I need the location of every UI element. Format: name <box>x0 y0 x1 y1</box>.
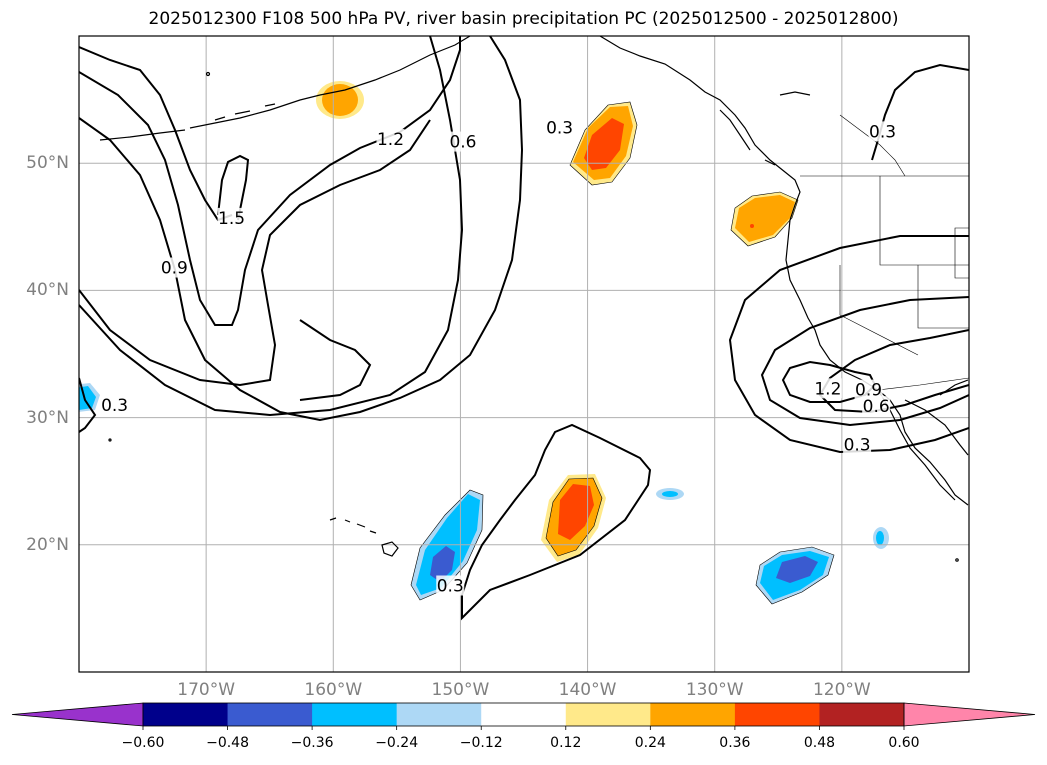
lon-tick-label: 130°W <box>685 680 744 700</box>
pv-contour-label: 1.2 <box>377 130 404 150</box>
contour-label-bg <box>436 575 465 596</box>
pv-contour-label: 0.3 <box>437 577 464 597</box>
colorbar-tick-label: −0.12 <box>459 735 503 751</box>
figure-title: 2025012300 F108 500 hPa PV, river basin … <box>148 9 899 29</box>
pv-contour-label: 0.3 <box>101 396 128 416</box>
colorbar-frame <box>142 702 905 727</box>
lat-tick-label: 40°N <box>26 280 69 301</box>
colorbar-tick-label: −0.36 <box>290 735 334 751</box>
lon-tick-label: 160°W <box>304 680 363 700</box>
colorbar-tick-label: 0.12 <box>550 735 582 751</box>
contour-label-bg <box>217 207 246 228</box>
precip-blob-subtropical-positive <box>541 474 606 562</box>
pv-contour-label: 0.6 <box>863 397 890 417</box>
contour-label-bg <box>843 434 872 455</box>
colorbar-bin <box>143 703 229 726</box>
lon-tick-label: 120°W <box>812 680 871 700</box>
contour-labels: 1.51.20.90.60.30.30.30.31.2 0.90.60.3 <box>100 117 897 597</box>
colorbar-tick-label: −0.60 <box>121 735 165 751</box>
lon-tick-label: 140°W <box>558 680 617 700</box>
precip-blob-west-edge-negative <box>79 383 100 412</box>
colorbar-tick-label: 0.36 <box>719 735 751 751</box>
lat-tick-label: 20°N <box>26 534 69 555</box>
contour-label-bg <box>448 131 477 152</box>
contour-label-bg <box>545 117 574 138</box>
colorbar-bin <box>227 703 313 726</box>
colorbar-bin <box>819 703 905 726</box>
colorbar-tick-label: −0.24 <box>375 735 419 751</box>
precip-blob-aleutians <box>316 81 364 119</box>
colorbar-bin <box>396 703 482 726</box>
precip-shading-layer <box>79 81 889 605</box>
colorbar-tick-label: 0.24 <box>634 735 666 751</box>
precip-blob-mexico-negative <box>873 527 889 549</box>
colorbar-bin <box>650 703 736 726</box>
precip-blob-baja-negative <box>755 546 835 605</box>
colorbar-extend-high <box>903 702 1036 727</box>
pv-contour-label: 0.3 <box>869 122 896 142</box>
colorbar-bin <box>734 703 820 726</box>
contour-label-bg <box>160 257 189 278</box>
pv-contour-label: 1.2 <box>814 379 841 399</box>
contour-label-bg <box>868 121 897 142</box>
lat-tick-label: 50°N <box>26 153 69 174</box>
colorbar-bin <box>565 703 651 726</box>
precip-blob-small-negative <box>656 488 684 500</box>
lon-tick-label: 170°W <box>177 680 236 700</box>
coastlines <box>99 36 969 562</box>
pv-contour-label: 1.5 <box>218 209 245 229</box>
colorbar-bin <box>481 703 567 726</box>
contour-label-bg <box>813 378 842 399</box>
pv-contour-label: 0.3 <box>844 435 871 455</box>
contour-label-bg <box>854 379 883 400</box>
colorbar-tick-label: −0.48 <box>206 735 249 751</box>
colorbar-tick-label: 0.60 <box>888 735 920 751</box>
pv-contour-label: 0.3 <box>546 119 573 139</box>
contour-label-bg <box>100 394 129 415</box>
pv-contour-label: 0.9 <box>855 381 882 401</box>
colorbar-tick-label: 0.48 <box>803 735 836 751</box>
lat-tick-label: 30°N <box>26 407 69 428</box>
colorbar-bin <box>312 703 398 726</box>
precip-blob-oregon-coast <box>730 191 799 247</box>
lon-tick-label: 150°W <box>431 680 490 700</box>
colorbar-extend-low <box>11 702 144 727</box>
political-borders <box>800 114 969 391</box>
precip-blob-gulf-of-alaska <box>569 101 638 186</box>
pv-contour-label: 0.6 <box>449 133 476 153</box>
contour-label-bg <box>376 129 405 150</box>
pv-contour-label: 0.9 <box>161 259 188 279</box>
contour-label-bg <box>862 396 891 417</box>
map-frame <box>78 35 970 673</box>
colorbar <box>11 702 1036 730</box>
